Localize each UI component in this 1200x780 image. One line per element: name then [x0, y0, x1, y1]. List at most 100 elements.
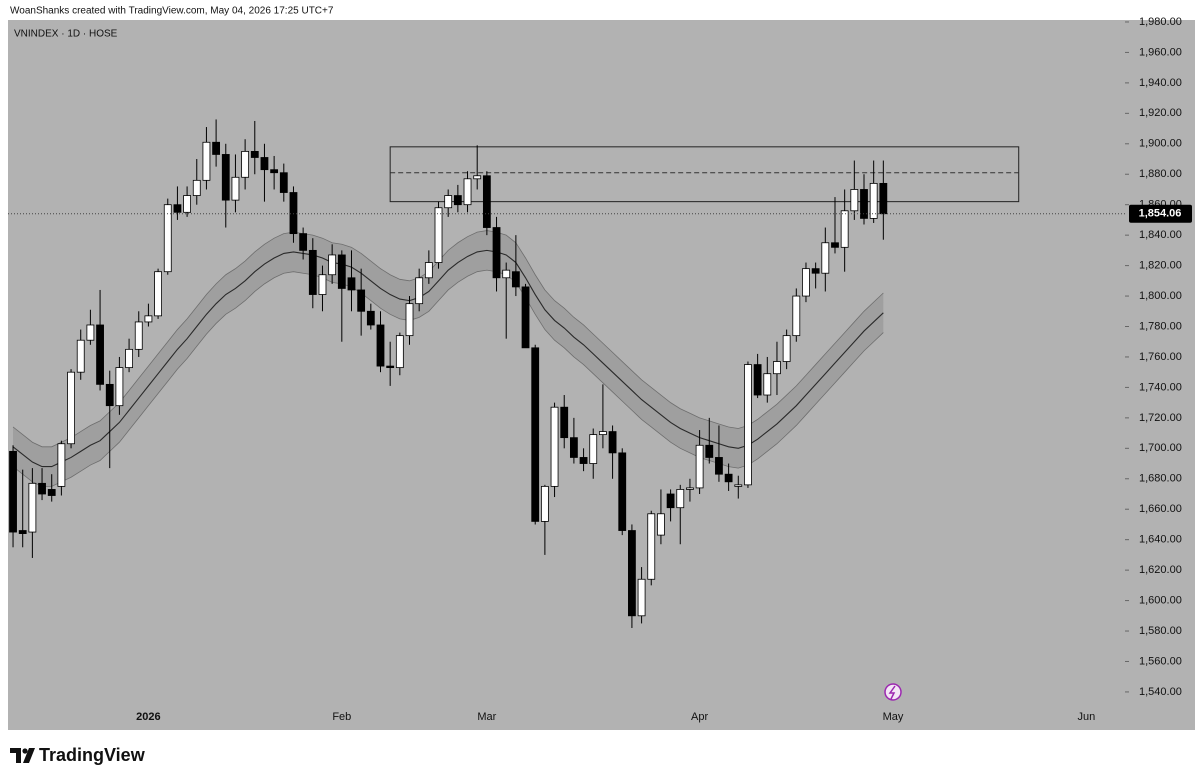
candle-body [241, 151, 250, 178]
candle-body [637, 578, 646, 617]
candle-body [347, 277, 356, 291]
candle-body [134, 321, 143, 350]
zone-box [389, 146, 1020, 203]
candle-body [221, 154, 230, 201]
candle-body [183, 195, 191, 213]
y-tick-label: 1,780.00 [1139, 320, 1182, 332]
x-tick-label: Feb [332, 711, 351, 723]
candle-body [821, 242, 830, 274]
candle-body [879, 182, 888, 215]
y-tick-label: 1,880.00 [1139, 168, 1182, 180]
candle-body [38, 482, 46, 495]
x-tick-label: Apr [691, 711, 708, 723]
candle-body [328, 254, 337, 276]
y-tick-label: 1,820.00 [1139, 260, 1182, 272]
candle-body [540, 485, 549, 522]
band-center-line [12, 249, 884, 468]
candle-body [163, 204, 172, 273]
candle-body [744, 364, 752, 486]
candle-body [299, 233, 308, 251]
candle-body [773, 361, 781, 375]
candle-body [463, 178, 472, 206]
candle-body [337, 254, 346, 289]
x-tick-label: Mar [477, 711, 496, 723]
candle-body [395, 335, 404, 369]
band-upper-line [12, 230, 884, 448]
x-tick-label: Jun [1078, 711, 1096, 723]
y-tick-label: 1,620.00 [1139, 564, 1182, 576]
candle-body [860, 189, 868, 219]
candle-body [502, 269, 511, 279]
candle-body [57, 443, 66, 487]
candle-body [424, 262, 433, 279]
candle-body [453, 195, 462, 206]
candle-body [705, 444, 714, 458]
x-tick-label: May [883, 711, 904, 723]
header-text: WoanShanks created with TradingView.com,… [10, 6, 334, 17]
candle-body [289, 192, 298, 235]
candle-body [618, 452, 627, 531]
last-price-label: 1,854.06 [1139, 208, 1182, 220]
x-tick-label: 2026 [136, 711, 160, 723]
y-tick-label: 1,760.00 [1139, 351, 1182, 363]
brand-logo [10, 748, 35, 763]
y-tick-label: 1,960.00 [1139, 46, 1182, 58]
y-tick-label: 1,540.00 [1139, 686, 1182, 698]
candle-body [599, 431, 607, 436]
candle-body [840, 210, 849, 248]
candle-body [482, 175, 491, 228]
candle-body [405, 303, 414, 337]
y-tick-label: 1,560.00 [1139, 655, 1182, 667]
candle-body [154, 271, 162, 317]
candle-body [550, 406, 559, 487]
candle-body [67, 371, 75, 445]
candle-body [279, 172, 288, 193]
drawing-icon[interactable] [884, 683, 902, 701]
candle-body [628, 530, 636, 617]
candle-body [869, 182, 878, 219]
y-tick-label: 1,740.00 [1139, 381, 1182, 393]
candle-body [763, 373, 772, 396]
candle-body [105, 383, 114, 407]
candle-body [753, 364, 762, 396]
y-tick-label: 1,700.00 [1139, 442, 1182, 454]
y-tick-label: 1,980.00 [1139, 16, 1182, 28]
candle-body [444, 195, 453, 209]
last-price-tag [1129, 204, 1192, 223]
y-tick-label: 1,580.00 [1139, 625, 1182, 637]
candle-body [434, 207, 443, 263]
candle-body [96, 324, 104, 385]
candle-body [569, 437, 578, 458]
candle-body [212, 141, 221, 155]
band-area [13, 230, 884, 487]
candle-body [608, 431, 617, 454]
logo-dot [22, 748, 28, 754]
candle-body [695, 444, 704, 489]
logo-shape [10, 748, 21, 763]
candle-body [415, 277, 424, 305]
candle-body [782, 335, 791, 362]
y-tick-label: 1,720.00 [1139, 412, 1182, 424]
candle-body [492, 227, 501, 279]
candle-body [802, 268, 810, 297]
candle-body [657, 513, 665, 536]
brand-name: TradingView [39, 745, 146, 765]
symbol-label: VNINDEX · 1D · HOSE [14, 29, 118, 40]
candle-body [676, 489, 685, 509]
candle-body [560, 406, 569, 439]
candle-body [144, 315, 153, 323]
candle-body [18, 530, 27, 534]
candle-body [734, 484, 743, 487]
candle-body [531, 347, 540, 522]
candle-body [579, 457, 588, 464]
logo-shape [23, 748, 35, 763]
y-tick-label: 1,940.00 [1139, 77, 1182, 89]
candle-body [28, 482, 37, 533]
candle-body [386, 365, 395, 369]
candle-body [115, 367, 124, 407]
candle-body [666, 493, 675, 509]
candle-body [192, 179, 201, 196]
candle-body [308, 249, 317, 295]
